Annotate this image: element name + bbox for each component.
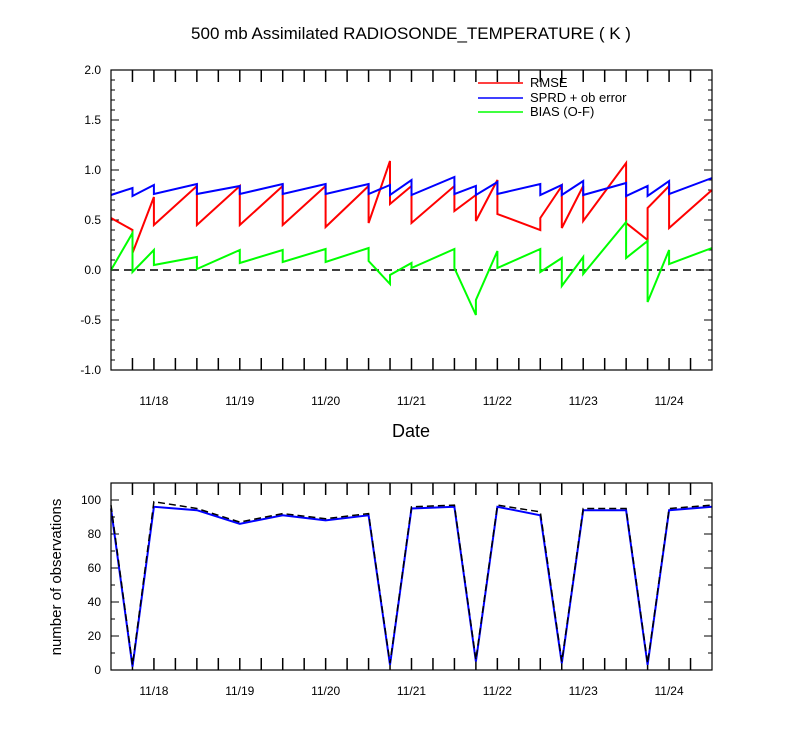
- x-axis-label: Date: [392, 421, 430, 441]
- y-axis-label-observations: number of observations: [48, 499, 65, 656]
- x-tick-label: 11/24: [655, 684, 684, 698]
- x-tick-label: 11/19: [225, 684, 254, 698]
- x-tick-label: 11/18: [139, 394, 168, 408]
- series-line-assimilated: [110, 505, 713, 667]
- legend: RMSE SPRD + ob error BIAS (O-F): [478, 75, 627, 119]
- bottom-x-tick-labels: 11/18 11/19 11/20 11/21 11/22 11/23 11/24: [139, 684, 684, 698]
- y-tick-label: 0: [94, 663, 101, 677]
- series-line-rmse: [110, 159, 713, 254]
- x-tick-label: 11/21: [397, 684, 426, 698]
- y-tick-label: 80: [88, 527, 102, 541]
- x-tick-label: 11/19: [225, 394, 254, 408]
- x-tick-label: 11/21: [397, 394, 426, 408]
- legend-label-bias: BIAS (O-F): [530, 104, 594, 119]
- y-tick-label: 40: [88, 595, 102, 609]
- x-tick-label: 11/18: [139, 684, 168, 698]
- y-tick-label: -0.5: [80, 313, 101, 327]
- y-tick-label: 1.5: [84, 113, 101, 127]
- bottom-y-tick-labels: 100 80 60 40 20 0: [81, 493, 101, 677]
- y-tick-label: 60: [88, 561, 102, 575]
- y-tick-label: 2.0: [84, 63, 101, 77]
- bottom-plot-frame: [110, 482, 713, 671]
- y-tick-label: 0.5: [84, 213, 101, 227]
- x-tick-label: 11/24: [655, 394, 684, 408]
- y-tick-label: -1.0: [80, 363, 101, 377]
- bottom-panel-ticks: [111, 482, 712, 671]
- x-tick-label: 11/22: [483, 394, 512, 408]
- y-tick-label: 0.0: [84, 263, 101, 277]
- series-line-total: [110, 500, 713, 666]
- y-tick-label: 100: [81, 493, 101, 507]
- bottom-panel-series: [110, 500, 713, 667]
- x-tick-label: 11/23: [569, 684, 598, 698]
- legend-label-sprd: SPRD + ob error: [530, 90, 627, 105]
- x-tick-label: 11/20: [311, 684, 340, 698]
- chart-title: 500 mb Assimilated RADIOSONDE_TEMPERATUR…: [191, 24, 631, 43]
- top-plot-frame: [110, 69, 713, 371]
- top-x-tick-labels: 11/18 11/19 11/20 11/21 11/22 11/23 11/24: [139, 394, 684, 408]
- legend-label-rmse: RMSE: [530, 75, 568, 90]
- top-panel-series: [110, 159, 713, 316]
- series-line-bias-o-f: [110, 219, 713, 316]
- y-tick-label: 1.0: [84, 163, 101, 177]
- series-line-sprd-ob-error: [110, 175, 713, 198]
- x-tick-label: 11/23: [569, 394, 598, 408]
- top-y-tick-labels: 2.0 1.5 1.0 0.5 0.0 -0.5 -1.0: [80, 63, 101, 377]
- y-tick-label: 20: [88, 629, 102, 643]
- x-tick-label: 11/22: [483, 684, 512, 698]
- x-tick-label: 11/20: [311, 394, 340, 408]
